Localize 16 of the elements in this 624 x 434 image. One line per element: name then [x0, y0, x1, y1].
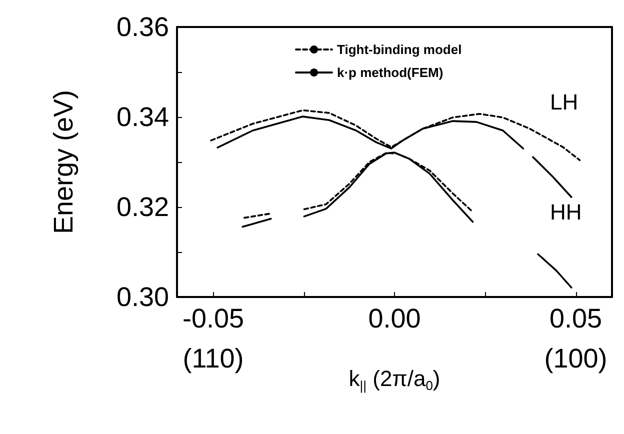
line-series	[210, 109, 581, 162]
text: (110)	[182, 344, 244, 374]
legend-label: k·p method(FEM)	[337, 65, 444, 80]
legend-label: Tight-binding model	[337, 42, 462, 57]
annotation: LH	[550, 90, 578, 114]
y-tick-label: 0.32	[116, 192, 169, 222]
annotation: HH	[550, 200, 582, 224]
x-tick-label: -0.05	[182, 304, 244, 334]
y-tick-label: 0.34	[116, 102, 169, 132]
x-tick-label: 0.05	[549, 304, 602, 334]
y-tick-label: 0.30	[116, 282, 169, 312]
x-tick-label: 0.00	[368, 304, 421, 334]
y-axis-title: Energy (eV)	[48, 90, 78, 234]
line-series	[216, 116, 524, 150]
y-tick-label: 0.36	[116, 12, 169, 42]
text: (100)	[544, 344, 608, 374]
